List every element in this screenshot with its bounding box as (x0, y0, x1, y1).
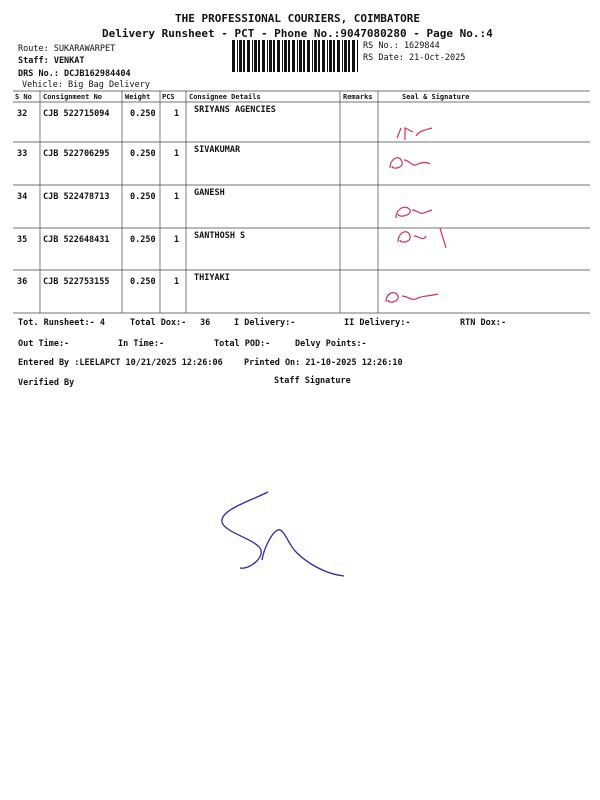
column-header: Weight (125, 93, 151, 101)
drs-no: DRS No.: DCJB162984404 (18, 69, 131, 79)
barcode-bar (258, 40, 260, 72)
barcode-bar (297, 40, 298, 72)
barcode-bar (307, 40, 310, 72)
table-cell: CJB 522753155 (43, 277, 110, 287)
barcode-bar (239, 40, 242, 72)
rtn-dox: RTN Dox:- (460, 318, 507, 328)
barcode-bar (342, 40, 343, 72)
barcode-bar (322, 40, 325, 72)
table-cell: GANESH (194, 188, 225, 198)
printed-on: Printed On: 21-10-2025 12:26:10 (244, 358, 403, 368)
table-cell: 0.250 (130, 277, 156, 287)
barcode-bar (254, 40, 257, 72)
handwriting (385, 292, 439, 303)
barcode-bar (288, 40, 290, 72)
table-cell: 1 (174, 277, 180, 287)
barcode-bar (327, 40, 328, 72)
title: THE PROFESSIONAL COURIERS, COIMBATORE (175, 12, 421, 25)
total-dox-value: 36 (200, 318, 211, 328)
table-cell: 0.250 (130, 109, 156, 119)
barcode-bar (333, 40, 335, 72)
table-cell: SIVAKUMAR (194, 145, 241, 155)
barcode-bar (277, 40, 280, 72)
staff-signature: Staff Signature (274, 376, 351, 386)
total-pod: Total POD:- (214, 339, 271, 349)
barcode-bar (243, 40, 245, 72)
in-time: In Time:- (118, 339, 165, 349)
column-header: Consignment No (43, 93, 103, 101)
subtitle: Delivery Runsheet - PCT - Phone No.:9047… (102, 27, 493, 40)
rs-date: RS Date: 21-Oct-2025 (363, 53, 466, 63)
table-cell: 33 (17, 149, 28, 159)
barcode-bar (352, 40, 355, 72)
barcode-bar (312, 40, 313, 72)
barcode-bar (262, 40, 265, 72)
barcode-bar (282, 40, 283, 72)
barcode-bar (232, 40, 235, 72)
vehicle: Vehicle: Big Bag Delivery (22, 80, 150, 90)
column-header: S No (15, 93, 32, 101)
barcode (232, 40, 358, 72)
handwriting (396, 127, 433, 140)
barcode-bar (252, 40, 253, 72)
table-cell: SRIYANS AGENCIES (194, 105, 276, 115)
barcode-bar (237, 40, 238, 72)
table-cell: 35 (17, 235, 28, 245)
barcode-bar (273, 40, 275, 72)
table-cell: 1 (174, 192, 180, 202)
table-cell: CJB 522648431 (43, 235, 110, 245)
table-cell: 32 (17, 109, 28, 119)
barcode-bar (269, 40, 272, 72)
barcode-bar (299, 40, 302, 72)
entered-by: Entered By :LEELAPCT 10/21/2025 12:26:06 (18, 358, 223, 368)
handwriting (389, 157, 431, 169)
barcode-bar (348, 40, 350, 72)
table-cell: SANTHOSH S (194, 231, 246, 241)
barcode-bar (329, 40, 332, 72)
barcode-bar (303, 40, 305, 72)
barcode-bar (318, 40, 320, 72)
tot-runsheet: Tot. Runsheet:- 4 (18, 318, 105, 328)
barcode-bar (357, 40, 358, 72)
table-cell: 1 (174, 149, 180, 159)
column-header: Consignee Details (189, 93, 261, 101)
barcode-bar (247, 40, 250, 72)
table-cell: 34 (17, 192, 28, 202)
handwriting (397, 227, 447, 249)
barcode-bar (267, 40, 268, 72)
table-cell: CJB 522478713 (43, 192, 110, 202)
table-cell: THIYAKI (194, 273, 230, 283)
column-header: Remarks (343, 93, 373, 101)
staff-signature-scribble (221, 491, 345, 577)
table-grid (13, 90, 590, 314)
table-cell: 0.250 (130, 149, 156, 159)
barcode-bar (337, 40, 340, 72)
table-cell: 36 (17, 277, 28, 287)
route: Route: SUKARAWARPET (18, 44, 116, 54)
column-header: Seal & Signature (402, 93, 470, 101)
table-cell: 0.250 (130, 235, 156, 245)
handwritten-marks (385, 127, 447, 303)
out-time: Out Time:- (18, 339, 70, 349)
table-cell: 0.250 (130, 192, 156, 202)
delvy-points: Delvy Points:- (295, 339, 367, 349)
barcode-bar (284, 40, 287, 72)
staff: Staff: VENKAT (18, 56, 85, 66)
verified-by: Verified By (18, 378, 75, 388)
column-header: PCS (162, 93, 175, 101)
barcode-bar (292, 40, 295, 72)
total-dox: Total Dox:- (130, 318, 187, 328)
i-delivery: I Delivery:- (234, 318, 296, 328)
handwriting (395, 206, 433, 219)
barcode-bar (314, 40, 317, 72)
table-cell: CJB 522715094 (43, 109, 110, 119)
ii-delivery: II Delivery:- (344, 318, 411, 328)
barcode-bar (344, 40, 347, 72)
table-cell: CJB 522706295 (43, 149, 110, 159)
rs-no: RS No.: 1629844 (363, 41, 440, 51)
table-cell: 1 (174, 109, 180, 119)
table-cell: 1 (174, 235, 180, 245)
